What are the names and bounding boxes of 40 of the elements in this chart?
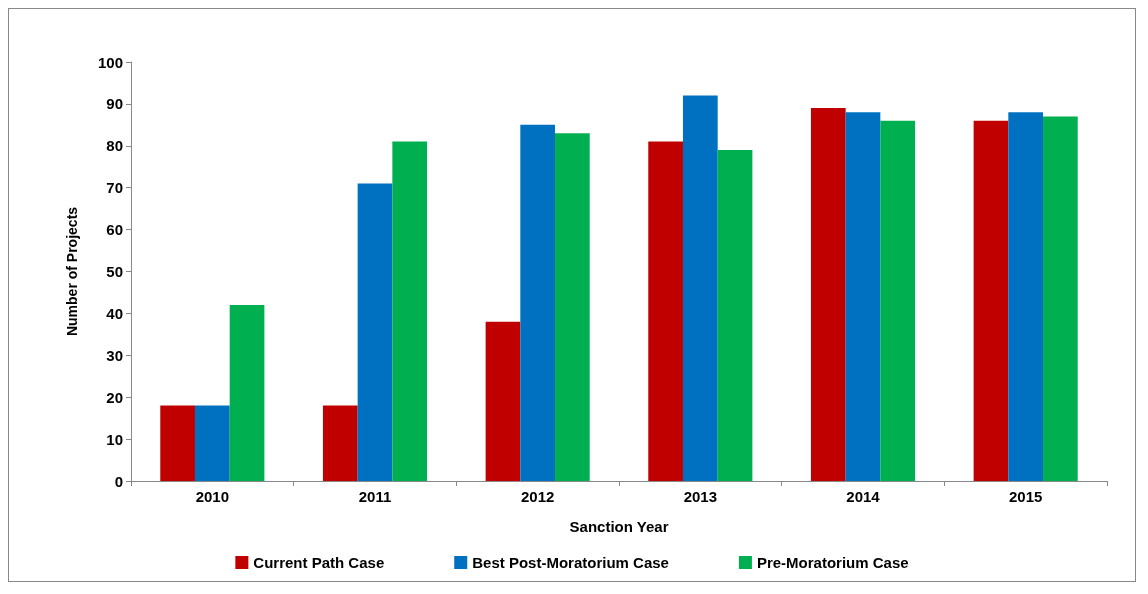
bar [1043,116,1078,481]
bar [555,133,590,481]
x-tick-label: 2012 [520,488,555,505]
bar [485,321,521,481]
bar [194,405,230,481]
bar [682,95,718,481]
bar [717,149,753,481]
bar [160,405,195,481]
bar [357,183,393,481]
bar [229,305,265,481]
x-tick-label: 2015 [1008,488,1043,505]
bar [810,108,846,481]
bar [845,112,881,481]
y-tick-label: 60 [106,221,123,239]
x-tick-label: 2011 [358,488,392,505]
legend-label: Current Path Case [253,554,385,571]
y-axis-title: Number of Projects [64,206,80,337]
y-tick-label: 100 [97,53,123,71]
y-tick-label: 70 [106,179,123,197]
x-tick-label: 2013 [683,488,718,505]
bar [648,141,683,481]
y-tick-label: 50 [106,263,123,280]
y-tick-label: 80 [106,137,123,155]
bar [973,120,1009,481]
y-tick-label: 10 [106,430,123,448]
bar [1008,112,1044,481]
bar [520,124,556,481]
legend-label: Pre-Moratorium Case [756,554,909,571]
bar [392,141,428,481]
legend-label: Best Post-Moratorium Case [472,554,669,571]
bar [322,405,358,481]
x-tick-label: 2014 [846,488,881,505]
y-tick-label: 0 [114,472,123,490]
y-tick-label: 30 [106,346,123,364]
x-axis-title: Sanction Year [569,518,669,535]
y-tick-label: 20 [106,388,123,406]
bar [880,120,916,481]
y-tick-label: 90 [106,95,123,113]
x-tick-label: 2010 [195,488,230,505]
y-tick-label: 40 [106,304,123,322]
